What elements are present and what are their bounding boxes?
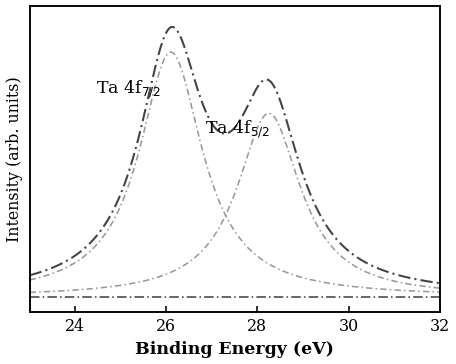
X-axis label: Binding Energy (eV): Binding Energy (eV): [135, 341, 334, 358]
Text: Ta 4f$_{7/2}$: Ta 4f$_{7/2}$: [96, 79, 161, 100]
Text: Ta 4f$_{5/2}$: Ta 4f$_{5/2}$: [205, 118, 270, 139]
Y-axis label: Intensity (arb. units): Intensity (arb. units): [6, 76, 23, 242]
